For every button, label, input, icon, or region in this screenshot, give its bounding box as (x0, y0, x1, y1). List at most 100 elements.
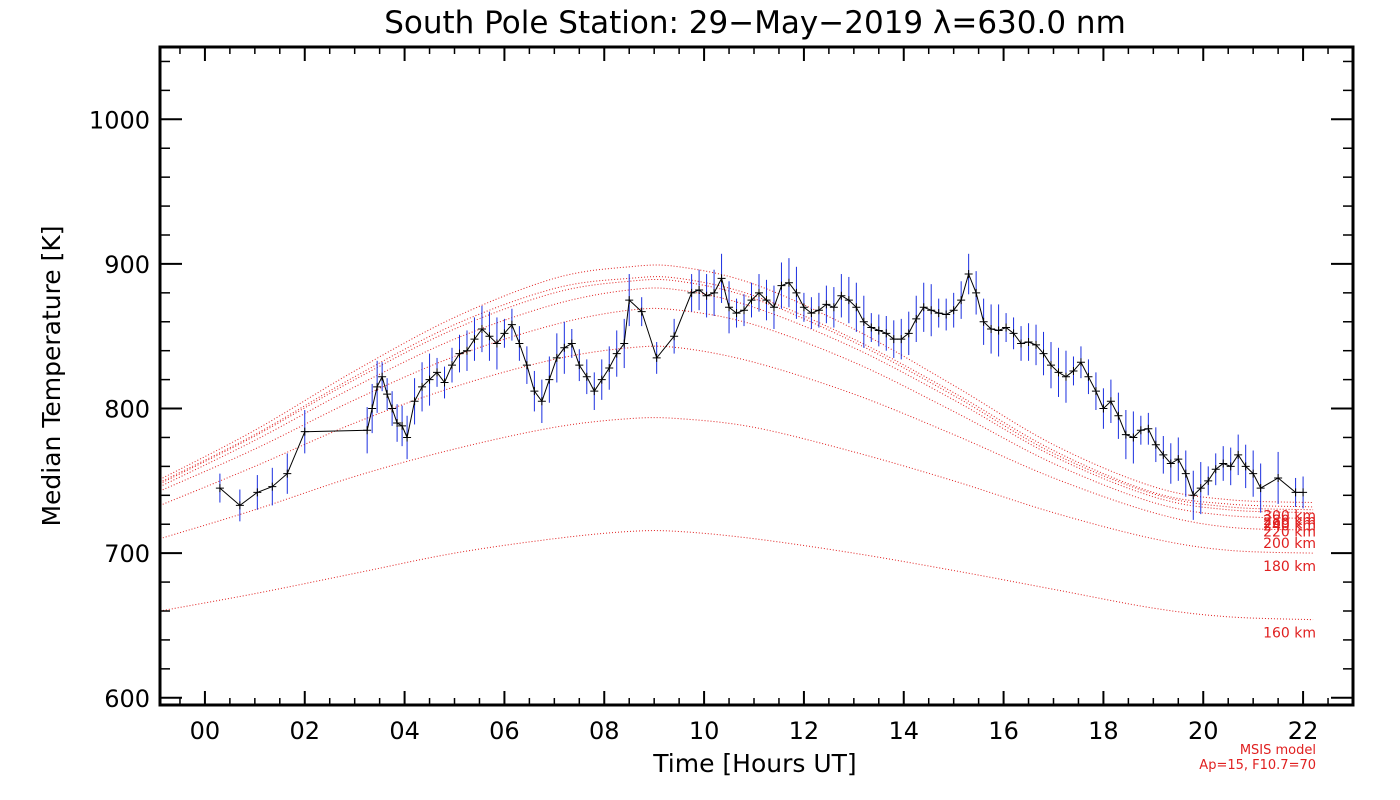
model-label-180-km: 180 km (1263, 559, 1316, 575)
y-tick-label: 1000 (89, 106, 150, 134)
data-point (949, 306, 958, 315)
data-point (1114, 411, 1123, 420)
data-point (799, 303, 808, 312)
data-point (440, 378, 449, 387)
data-point (1189, 491, 1198, 500)
x-tick-label: 02 (289, 717, 320, 745)
model-curve-240-km (159, 287, 1314, 514)
data-point (620, 339, 629, 348)
data-point (637, 307, 646, 316)
data-point (979, 317, 988, 326)
data-point (537, 397, 546, 406)
data-point (582, 372, 591, 381)
y-tick-label: 700 (104, 540, 150, 568)
model-curve-220-km (159, 307, 1314, 519)
data-point (433, 368, 442, 377)
data-point (1211, 465, 1220, 474)
data-point (1106, 397, 1115, 406)
y-axis-title: Median Temperature [K] (37, 225, 66, 526)
data-point (1174, 455, 1183, 464)
data-point (1181, 469, 1190, 478)
data-point (398, 421, 407, 430)
data-point (784, 278, 793, 287)
data-point (1054, 368, 1063, 377)
data-point (253, 488, 262, 497)
data-point (515, 339, 524, 348)
data-point (987, 325, 996, 333)
data-point (934, 309, 943, 318)
data-point (972, 288, 981, 297)
data-point (652, 353, 661, 362)
data-point (762, 296, 771, 305)
data-point (485, 332, 494, 341)
model-label-300-km: 300 km (1263, 509, 1316, 525)
data-point (927, 306, 936, 315)
model-curve-180-km (159, 417, 1314, 554)
data-point (425, 375, 434, 384)
data-point (837, 291, 846, 300)
model-curve-260-km (159, 278, 1314, 511)
data-point (1291, 488, 1300, 497)
data-point (1009, 329, 1018, 338)
data-point (1219, 459, 1228, 468)
data-point (919, 303, 928, 312)
data-point (747, 296, 756, 305)
y-tick-label: 900 (104, 251, 150, 279)
x-tick-label: 14 (888, 717, 919, 745)
data-point (1039, 349, 1048, 358)
data-point (283, 469, 292, 478)
model-note-line-1: MSIS model (1240, 743, 1316, 758)
data-point (363, 426, 372, 435)
plot-frame (158, 45, 1355, 707)
data-point (368, 404, 377, 413)
data-point (1234, 450, 1243, 459)
x-tick-label: 20 (1188, 717, 1219, 745)
data-point (448, 361, 457, 370)
data-point (470, 335, 479, 344)
data-point (1274, 473, 1283, 482)
data-point (904, 329, 913, 338)
data-point (605, 364, 614, 373)
data-point (769, 303, 778, 312)
data-point (612, 349, 621, 358)
data-point (410, 397, 419, 406)
data-point (859, 317, 868, 326)
data-point (268, 482, 277, 491)
data-point (1047, 361, 1056, 370)
axis-ticks: 00 02 04 06 08 10 12 14 16 18 20 22 600 700 800 900 1000 (89, 47, 1354, 745)
data-point (822, 300, 831, 309)
model-label-200-km: 200 km (1263, 536, 1316, 552)
x-tick-label: 10 (689, 717, 720, 745)
observed-series (215, 253, 1308, 522)
data-point (1136, 426, 1145, 435)
model-curve-160-km (159, 530, 1314, 621)
data-point (717, 274, 726, 283)
data-point (477, 325, 486, 333)
data-point (1091, 387, 1100, 396)
data-point (687, 288, 696, 297)
data-point (545, 375, 554, 384)
x-tick-label: 00 (190, 717, 221, 745)
data-point (575, 361, 584, 370)
data-point (792, 288, 801, 297)
data-point (1299, 488, 1308, 497)
data-point (964, 270, 973, 279)
chart-title: South Pole Station: 29−May−2019 λ=630.0 … (384, 5, 1126, 41)
data-point (455, 349, 464, 358)
data-point (897, 335, 906, 344)
data-point (567, 339, 576, 348)
data-point (710, 288, 719, 297)
data-point (1159, 450, 1168, 459)
model-note-line-2: Ap=15, F10.7=70 (1199, 758, 1316, 773)
data-point (507, 320, 516, 329)
data-point (597, 375, 606, 384)
data-point (215, 484, 224, 493)
data-point (373, 382, 382, 391)
data-point (1151, 440, 1160, 449)
y-tick-label: 600 (104, 685, 150, 713)
data-point (403, 433, 412, 442)
data-point (522, 361, 531, 370)
model-curve-200-km (159, 345, 1314, 531)
data-point (1002, 323, 1011, 332)
data-point (912, 314, 921, 323)
